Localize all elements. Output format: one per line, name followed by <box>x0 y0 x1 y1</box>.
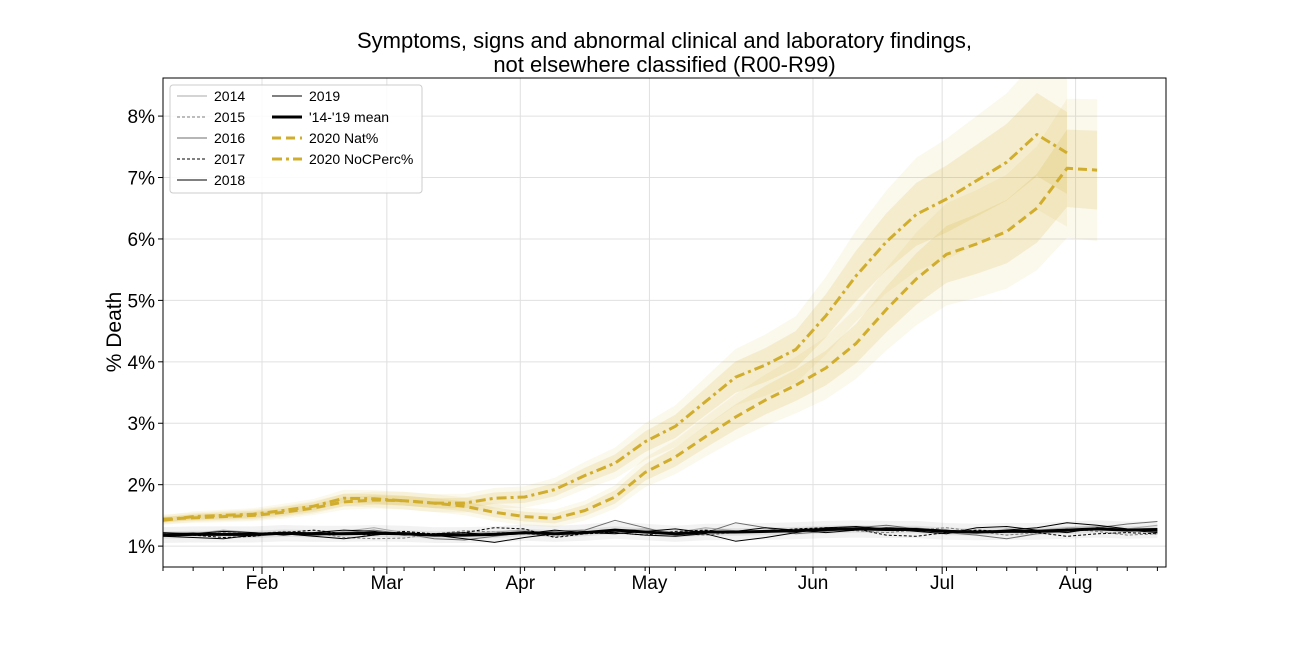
x-tick-label: Feb <box>246 573 279 594</box>
x-tick-label: May <box>631 573 667 594</box>
series-line--14-19-mean <box>163 527 1158 537</box>
y-axis-label: % Death <box>100 292 130 373</box>
band-2020-outer <box>163 98 1098 528</box>
y-tick-label: 7% <box>128 169 156 190</box>
x-tick-label: Mar <box>370 573 403 594</box>
legend-entry: 2019 <box>309 88 340 104</box>
y-tick-label: 8% <box>128 107 156 128</box>
series-line-2020-nocperc- <box>163 133 1068 522</box>
band-2020-outer <box>163 78 1067 525</box>
y-axis-label-text: % Death <box>103 291 126 373</box>
legend-entry: 2020 Nat% <box>309 130 378 146</box>
x-tick-label: Jun <box>798 573 829 594</box>
legend-entry: 2016 <box>214 130 245 146</box>
y-tick-label: 6% <box>128 230 156 251</box>
legend-entry: '14-'19 mean <box>309 109 389 125</box>
y-tick-label: 1% <box>128 537 156 558</box>
legend-entry: 2017 <box>214 151 245 167</box>
y-tick-label: 5% <box>128 291 156 312</box>
legend-entry: 2018 <box>214 172 245 188</box>
y-tick-label: 3% <box>128 414 156 435</box>
legend-box <box>169 84 423 194</box>
x-tick-label: Apr <box>506 573 536 594</box>
chart-title-line2: not elsewhere classified (R00-R99) <box>493 52 836 77</box>
y-tick-label: 2% <box>128 476 156 497</box>
legend: 2014 2015 2016 2017 2018 2019 '14-'19 mean 2020… <box>169 84 423 194</box>
x-tick-label: Aug <box>1059 573 1093 594</box>
chart-title-line1: Symptoms, signs and abnormal clinical an… <box>356 28 973 53</box>
legend-entry: 2020 NoCPerc% <box>309 151 413 167</box>
legend-entry: 2015 <box>214 109 245 125</box>
x-tick-label: Jul <box>930 573 954 594</box>
y-tick-label: 4% <box>128 353 156 374</box>
plot-frame <box>162 77 1167 568</box>
plot-area <box>163 78 1158 543</box>
series-line-2018 <box>163 526 1158 543</box>
legend-entry: 2014 <box>214 88 245 104</box>
series-line-2020-nat- <box>163 166 1098 521</box>
